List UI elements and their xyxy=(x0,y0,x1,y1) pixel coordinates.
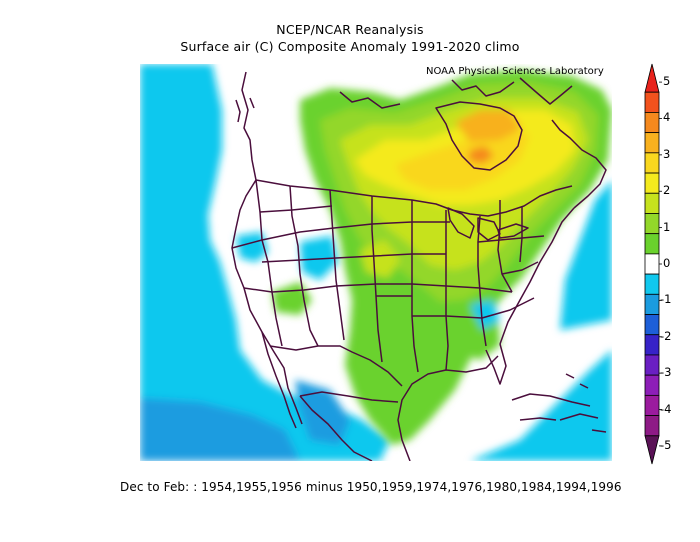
colorbar-swatch xyxy=(644,374,660,396)
colorbar-tick-label: 4 xyxy=(663,110,671,125)
colorbar-tick-label: 1 xyxy=(663,219,671,234)
colorbar-swatch xyxy=(644,192,660,214)
colorbar-swatch xyxy=(644,152,660,174)
colorbar-swatch xyxy=(644,394,660,416)
colorbar-swatch xyxy=(644,63,660,93)
credit-label: NOAA Physical Sciences Laboratory xyxy=(426,66,604,77)
colorbar-swatch xyxy=(644,213,660,235)
colorbar-tick-label: -4 xyxy=(660,401,672,416)
boundaries xyxy=(231,71,607,461)
colorbar-tick-label: -3 xyxy=(660,365,672,380)
title-line-2: Surface air (C) Composite Anomaly 1991-2… xyxy=(180,39,520,54)
colorbar-tick-label: 0 xyxy=(663,256,671,270)
colorbar-swatch xyxy=(644,253,660,275)
colorbar-tick-label: 3 xyxy=(663,146,671,161)
colorbar-tick-label: -2 xyxy=(660,328,672,343)
colorbar-swatch xyxy=(644,112,660,134)
colorbar-tick-label: -1 xyxy=(660,292,672,307)
colorbar-swatch xyxy=(644,435,660,465)
colorbar-swatch xyxy=(644,415,660,437)
colorbar xyxy=(644,63,662,465)
colorbar-tick-label: 2 xyxy=(663,183,671,198)
colorbar-swatch xyxy=(644,233,660,255)
colorbar-swatch xyxy=(644,314,660,336)
colorbar-swatch xyxy=(644,334,660,356)
title-line-1: NCEP/NCAR Reanalysis xyxy=(276,22,424,37)
colorbar-swatch xyxy=(644,132,660,154)
colorbar-tick-label: -5 xyxy=(660,437,672,452)
map-panel xyxy=(140,64,612,461)
colorbar-swatch xyxy=(644,354,660,376)
colorbar-swatch xyxy=(644,293,660,315)
colorbar-swatch xyxy=(644,91,660,113)
anomaly-negative xyxy=(140,64,612,461)
colorbar-swatch xyxy=(644,172,660,194)
colorbar-swatch xyxy=(644,273,660,295)
composite-years-label: Dec to Feb: : 1954,1955,1956 minus 1950,… xyxy=(120,480,622,494)
colorbar-tick-label: 5 xyxy=(663,74,671,89)
anomaly-positive xyxy=(272,70,612,445)
